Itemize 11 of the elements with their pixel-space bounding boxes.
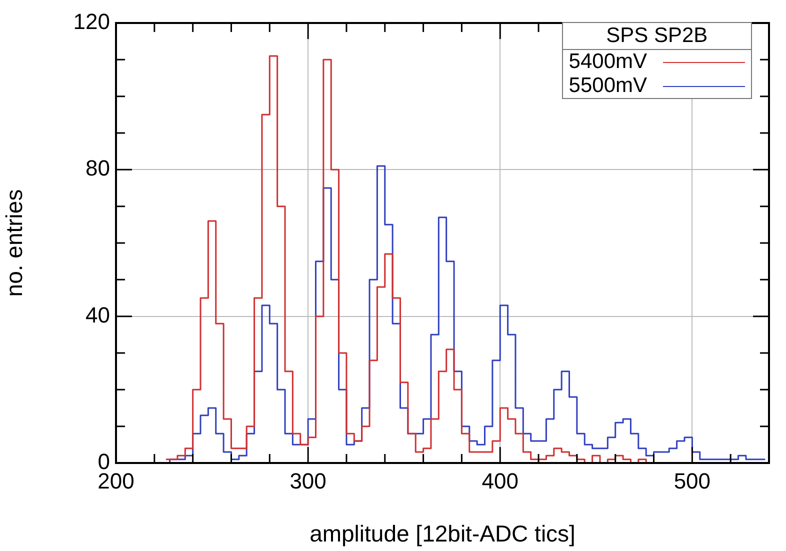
x-tick-label: 300: [290, 468, 326, 494]
legend-title: SPS SP2B: [562, 23, 751, 50]
x-tick-label: 400: [482, 468, 518, 494]
y-tick-label: 120: [73, 9, 110, 34]
y-tick-label: 80: [86, 156, 110, 181]
y-tick-label: 40: [86, 302, 110, 328]
y-axis-title: no. entries: [1, 189, 28, 297]
x-axis-title: amplitude [12bit-ADC tics]: [310, 520, 576, 547]
x-tick-label: 500: [674, 468, 711, 494]
legend-label: 5500mV: [568, 74, 647, 98]
legend-label: 5400mV: [568, 50, 647, 74]
